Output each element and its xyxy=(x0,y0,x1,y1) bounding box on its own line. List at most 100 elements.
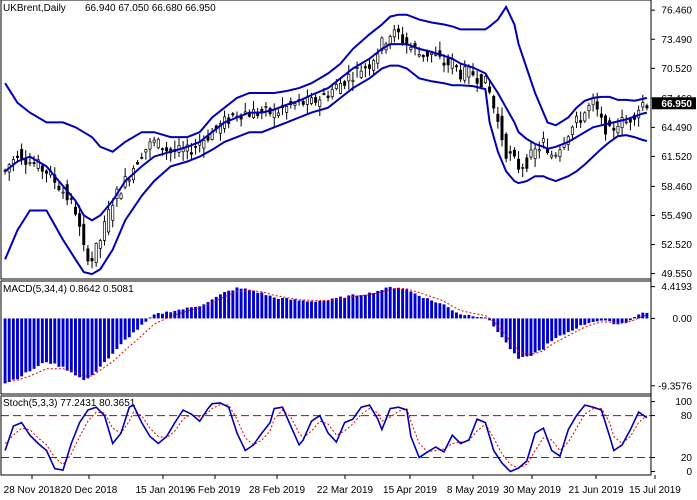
macd-histogram-bar xyxy=(392,288,396,319)
macd-histogram-bar xyxy=(446,307,450,319)
candle-bull xyxy=(339,83,342,94)
candle-bear xyxy=(24,159,28,165)
candle-bull xyxy=(98,240,102,249)
candle-bear xyxy=(479,74,483,88)
macd-histogram-bar xyxy=(438,303,442,319)
candle-bear xyxy=(90,258,94,262)
macd-histogram-bar xyxy=(185,307,189,319)
macd-histogram-bar xyxy=(177,309,181,319)
date-tick-label: 21 Jun 2019 xyxy=(568,485,623,496)
macd-histogram-bar xyxy=(69,318,73,373)
macd-histogram-bar xyxy=(144,318,148,322)
macd-histogram-bar xyxy=(297,300,301,319)
macd-histogram-bar xyxy=(189,307,193,319)
candle-bear xyxy=(446,58,450,66)
candle-bull xyxy=(276,112,280,116)
macd-histogram-bar xyxy=(517,318,521,359)
candle-bull xyxy=(620,117,624,128)
macd-histogram-bar xyxy=(107,318,111,359)
candle-bear xyxy=(136,162,140,165)
candle-bear xyxy=(343,81,347,86)
macd-histogram-bar xyxy=(239,288,243,319)
candle-bull xyxy=(355,67,359,69)
candle-bull xyxy=(583,112,587,122)
macd-histogram-bar xyxy=(612,318,616,325)
candle-bear xyxy=(525,157,529,169)
symbol-label: UKBrent,Daily xyxy=(3,3,66,14)
macd-histogram-bar xyxy=(413,293,417,319)
macd-histogram-bar xyxy=(3,318,7,384)
macd-histogram-bar xyxy=(202,304,206,319)
macd-histogram-bar xyxy=(16,318,19,380)
candle-bull xyxy=(463,66,467,81)
stoch-tick-label: 80 xyxy=(681,411,693,422)
candle-bull xyxy=(119,193,123,200)
candle-bear xyxy=(367,64,371,69)
macd-histogram-bar xyxy=(334,298,338,319)
price-tick-label: 61.520 xyxy=(661,152,692,163)
candle-bull xyxy=(156,138,160,149)
candle-bull xyxy=(218,123,222,134)
macd-histogram-bar xyxy=(579,318,583,326)
candle-bear xyxy=(454,65,458,68)
candle-bear xyxy=(401,34,405,43)
macd-histogram-bar xyxy=(256,292,260,319)
macd-histogram-bar xyxy=(575,318,578,329)
panel-frame-1 xyxy=(0,280,652,395)
macd-histogram-bar xyxy=(45,318,48,363)
candle-bear xyxy=(78,213,82,227)
candle-bull xyxy=(351,79,355,82)
macd-histogram-bar xyxy=(7,318,11,383)
candle-bull xyxy=(28,161,32,164)
macd-histogram-bar xyxy=(90,318,94,376)
macd-histogram-bar xyxy=(111,318,115,354)
candle-bear xyxy=(579,120,583,123)
price-tick-label: 76.460 xyxy=(661,6,692,17)
bollinger-middle-line xyxy=(4,43,648,222)
macd-histogram-bar xyxy=(587,318,591,324)
price-tick-label: 70.520 xyxy=(661,64,692,75)
candle-bull xyxy=(285,106,289,113)
candle-bull xyxy=(541,138,545,143)
macd-histogram-bar xyxy=(554,318,558,339)
date-tick-label: 30 May 2019 xyxy=(503,485,561,496)
macd-histogram-bar xyxy=(372,293,376,319)
macd-histogram-bar xyxy=(608,318,612,322)
macd-histogram-bar xyxy=(628,318,632,321)
macd-histogram-bar xyxy=(326,300,330,319)
macd-histogram-bar xyxy=(198,306,202,319)
macd-histogram-bar xyxy=(148,317,152,319)
candle-bear xyxy=(44,170,48,174)
macd-histogram-bar xyxy=(430,300,434,319)
macd-histogram-bar xyxy=(637,314,641,319)
candle-bear xyxy=(475,78,479,84)
ohlc-label: 66.940 67.050 66.680 66.950 xyxy=(85,3,216,14)
macd-histogram-bar xyxy=(127,318,131,338)
macd-histogram-bar xyxy=(417,295,421,319)
candle-bull xyxy=(624,121,628,124)
macd-histogram-bar xyxy=(78,318,82,378)
candle-bear xyxy=(442,62,446,66)
candle-bull xyxy=(558,149,562,157)
date-tick-label: 8 May 2019 xyxy=(447,485,500,496)
candle-bull xyxy=(293,103,297,106)
macd-histogram-bar xyxy=(181,309,185,319)
candle-bear xyxy=(189,152,193,155)
macd-histogram-bar xyxy=(194,306,198,319)
candle-bull xyxy=(521,167,525,169)
macd-histogram-bar xyxy=(368,292,371,319)
candle-bear xyxy=(504,133,508,159)
macd-histogram-bar xyxy=(409,291,413,319)
candle-bull xyxy=(483,76,487,84)
macd-histogram-bar xyxy=(529,318,533,356)
candle-bear xyxy=(326,95,330,99)
macd-histogram-bar xyxy=(223,292,226,319)
candle-bull xyxy=(450,59,454,69)
candle-bull xyxy=(430,52,434,55)
macd-histogram-bar xyxy=(169,312,173,319)
candle-bear xyxy=(363,66,367,69)
macd-histogram-bar xyxy=(645,312,649,319)
macd-histogram-bar xyxy=(94,318,98,372)
